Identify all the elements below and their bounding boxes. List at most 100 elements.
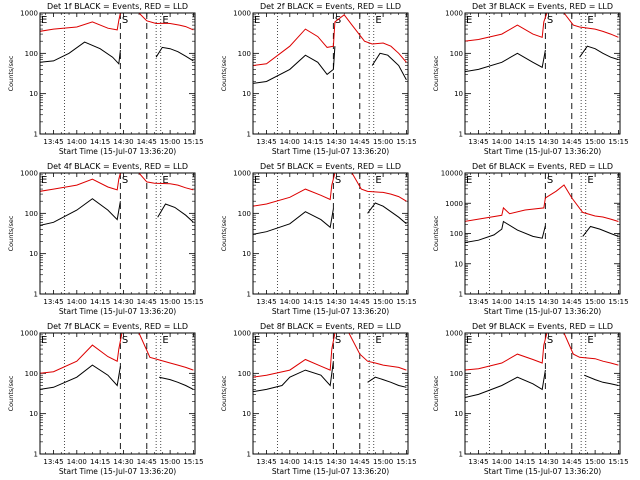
y-tick-label: 10: [29, 410, 38, 418]
x-tick-label: 15:00: [585, 458, 605, 466]
x-axis-label: Start Time (15-Jul-07 13:36:20): [484, 147, 601, 156]
x-tick-label: 14:00: [492, 138, 512, 146]
x-tick-label: 14:15: [515, 458, 535, 466]
y-tick-label: 100: [238, 210, 251, 218]
x-tick-label: 14:00: [280, 298, 300, 306]
x-tick-label: 14:30: [538, 458, 558, 466]
x-tick-label: 15:15: [608, 138, 628, 146]
y-tick-label: 10: [242, 90, 251, 98]
x-tick-label: 14:45: [562, 138, 582, 146]
detector-panel: Det 1f BLACK = Events, RED = LLD Counts/s…: [7, 2, 204, 156]
x-tick-label: 14:00: [492, 458, 512, 466]
series-line: [465, 45, 619, 73]
time-marker-label: E: [254, 175, 260, 186]
y-tick-label: 10: [242, 410, 251, 418]
y-tick-label: 1000: [233, 10, 251, 18]
x-axis-label: Start Time (15-Jul-07 13:36:20): [272, 307, 389, 316]
x-tick-label: 14:15: [303, 138, 323, 146]
y-axis-label: Counts/sec: [220, 55, 228, 91]
y-tick-label: 1: [459, 291, 463, 299]
x-axis-label: Start Time (15-Jul-07 13:36:20): [272, 467, 389, 476]
x-tick-label: 14:30: [538, 138, 558, 146]
series-line: [40, 41, 194, 65]
x-tick-label: 14:30: [326, 458, 346, 466]
x-tick-label: 15:15: [183, 458, 203, 466]
x-tick-label: 14:45: [562, 458, 582, 466]
time-marker-label: S: [547, 175, 553, 186]
plot-frame: [252, 172, 409, 295]
x-tick-label: 15:15: [396, 298, 416, 306]
y-tick-label: 1000: [233, 330, 251, 338]
x-tick-label: 13:45: [468, 458, 488, 466]
x-tick-label: 14:45: [137, 458, 157, 466]
x-axis-label: Start Time (15-Jul-07 13:36:20): [59, 147, 176, 156]
plot-frame: [39, 12, 196, 135]
x-axis-label: Start Time (15-Jul-07 13:36:20): [484, 467, 601, 476]
x-tick-label: 14:00: [492, 298, 512, 306]
x-tick-label: 14:00: [280, 138, 300, 146]
y-axis-label: Counts/sec: [7, 215, 15, 251]
x-tick-label: 15:15: [608, 458, 628, 466]
y-tick-label: 100: [450, 50, 463, 58]
x-tick-label: 15:00: [585, 138, 605, 146]
x-tick-label: 14:00: [67, 458, 87, 466]
series-line: [253, 46, 407, 84]
time-marker-label: S: [122, 175, 128, 186]
x-tick-label: 13:45: [43, 138, 63, 146]
y-axis-label: Counts/sec: [432, 375, 440, 411]
x-tick-label: 15:00: [373, 458, 393, 466]
plot-frame: [39, 332, 196, 455]
series-line: [40, 333, 194, 374]
series-line: [465, 220, 619, 244]
x-tick-label: 15:00: [160, 458, 180, 466]
x-tick-label: 14:15: [515, 138, 535, 146]
x-axis-label: Start Time (15-Jul-07 13:36:20): [59, 467, 176, 476]
time-marker-label: E: [466, 15, 472, 26]
time-marker-label: E: [466, 335, 472, 346]
x-tick-label: 14:45: [137, 138, 157, 146]
series-line: [40, 173, 194, 192]
y-tick-label: 1000: [445, 10, 463, 18]
detector-panel: Det 9f BLACK = Events, RED = LLD Counts/s…: [432, 322, 629, 476]
time-marker-label: E: [41, 15, 47, 26]
time-marker-label: E: [587, 175, 593, 186]
x-tick-label: 15:15: [183, 298, 203, 306]
detector-panel: Det 7f BLACK = Events, RED = LLD Counts/s…: [7, 322, 204, 476]
x-tick-label: 13:45: [43, 458, 63, 466]
y-axis-label: Counts/sec: [432, 55, 440, 91]
series-line: [465, 333, 619, 371]
x-tick-label: 14:45: [562, 298, 582, 306]
x-tick-label: 14:15: [90, 138, 110, 146]
y-tick-label: 1: [247, 451, 251, 459]
detector-panel: Det 3f BLACK = Events, RED = LLD Counts/s…: [432, 2, 629, 156]
x-tick-label: 14:30: [538, 298, 558, 306]
panel-title: Det 9f BLACK = Events, RED = LLD: [472, 322, 613, 331]
plot-frame: [464, 332, 621, 455]
x-tick-label: 13:45: [468, 138, 488, 146]
y-tick-label: 10000: [441, 170, 463, 178]
panel-title: Det 6f BLACK = Events, RED = LLD: [472, 162, 613, 171]
panel-title: Det 1f BLACK = Events, RED = LLD: [47, 2, 188, 11]
y-tick-label: 10: [29, 90, 38, 98]
y-tick-label: 1: [34, 291, 38, 299]
time-marker-label: S: [335, 15, 341, 26]
y-tick-label: 1000: [445, 200, 463, 208]
y-tick-label: 10: [242, 250, 251, 258]
series-line: [40, 364, 194, 390]
detector-panel: Det 6f BLACK = Events, RED = LLD Counts/s…: [432, 162, 629, 316]
y-tick-label: 10: [454, 260, 463, 268]
x-tick-label: 14:00: [67, 298, 87, 306]
x-tick-label: 15:00: [160, 138, 180, 146]
x-tick-label: 15:15: [608, 298, 628, 306]
x-tick-label: 14:15: [303, 298, 323, 306]
time-marker-label: S: [335, 175, 341, 186]
x-tick-label: 15:00: [160, 298, 180, 306]
x-tick-label: 14:15: [303, 458, 323, 466]
time-marker-label: E: [162, 175, 168, 186]
y-axis-label: Counts/sec: [220, 375, 228, 411]
x-tick-label: 14:00: [67, 138, 87, 146]
series-line: [253, 173, 407, 207]
x-tick-label: 15:15: [396, 458, 416, 466]
